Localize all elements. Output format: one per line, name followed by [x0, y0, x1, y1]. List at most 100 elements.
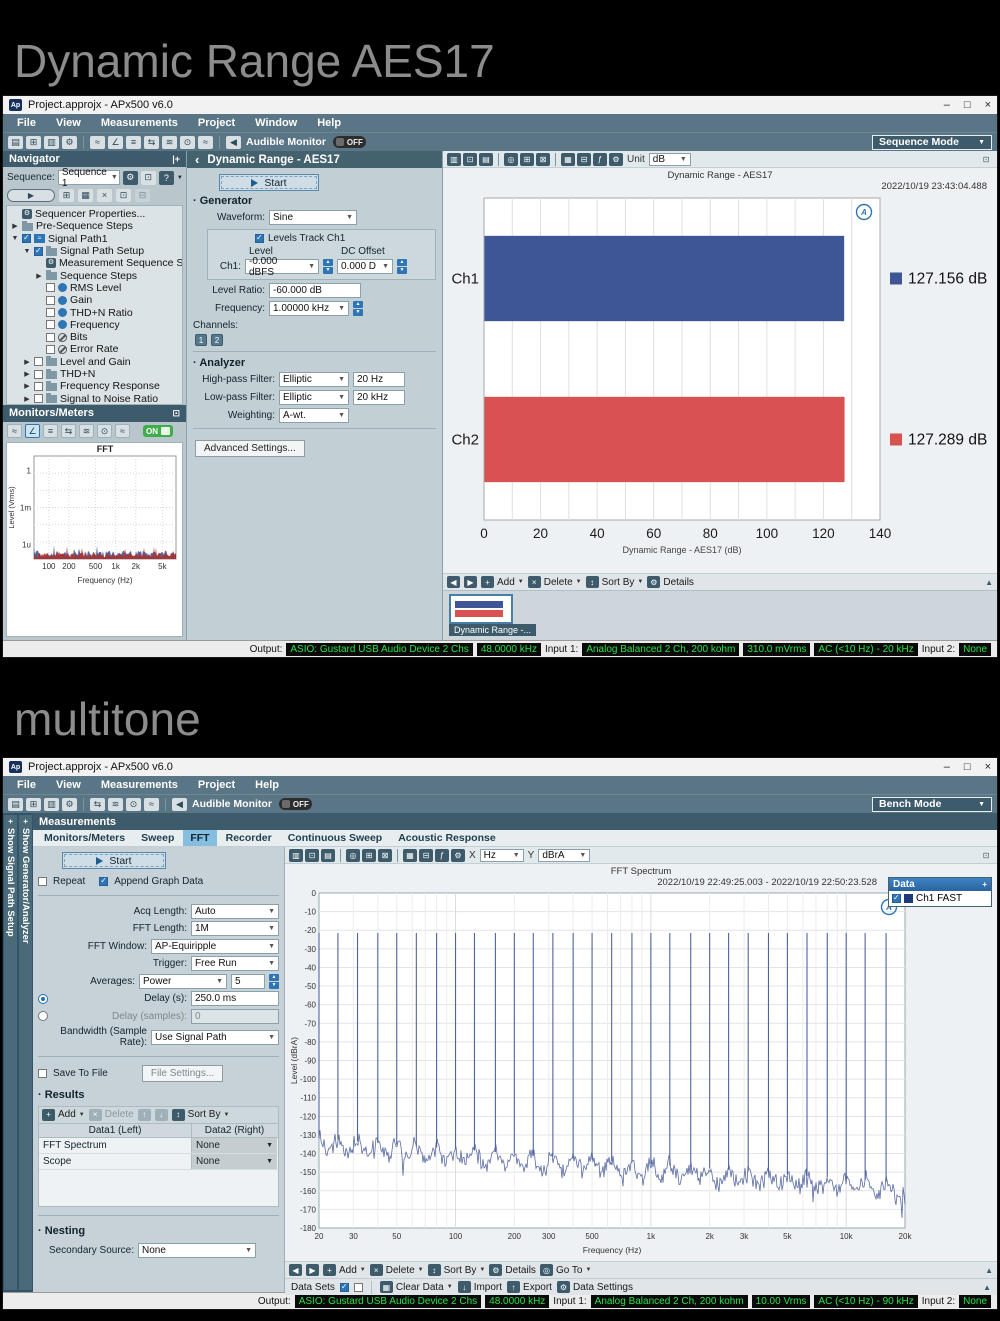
first-record-icon[interactable]: ◀ [447, 576, 460, 588]
waveform-select[interactable]: Sine ▼ [269, 210, 357, 225]
level-meters-icon[interactable]: ∠ [108, 135, 123, 149]
audible-monitor-toggle[interactable]: OFF [332, 136, 366, 148]
tree-item-gain[interactable]: Gain [7, 294, 182, 306]
result-name[interactable]: FFT Spectrum [43, 1139, 107, 1151]
clear-data-button[interactable]: ▦ Clear Data ▼ [379, 1281, 453, 1293]
titlebar[interactable]: Ap Project.approjx - APx500 v6.0 – □ × [3, 96, 997, 114]
multitone-monitor-icon[interactable]: ≋ [79, 424, 94, 438]
tree-checkbox[interactable] [46, 320, 55, 330]
last-record-icon[interactable]: ▶ [464, 576, 477, 588]
tree-item-sequence-steps[interactable]: ▶ Sequence Steps [7, 269, 182, 282]
legend-pin-icon[interactable]: + [982, 880, 987, 889]
dataset2-checkbox[interactable] [353, 1282, 363, 1292]
graph-settings-icon[interactable]: ⚙ [451, 848, 465, 862]
close-button[interactable]: × [984, 761, 991, 773]
result-data2-select[interactable]: None ▼ [191, 1153, 277, 1169]
tree-item-frequency[interactable]: Frequency [7, 319, 182, 331]
sequence-settings-icon[interactable]: ⚙ [122, 170, 138, 185]
field-averages-[interactable]: Power ▼ [139, 973, 227, 989]
w1-menu-help[interactable]: Help [317, 117, 342, 129]
field-delay-s-[interactable]: 250.0 ms [191, 991, 279, 1006]
scope-monitor-icon[interactable]: ≈ [115, 424, 130, 438]
cursors-icon[interactable]: ⊟ [577, 152, 591, 166]
speaker-icon[interactable]: ◀ [226, 135, 241, 149]
tree-checkbox[interactable] [46, 308, 55, 318]
open-project-icon[interactable]: ⊞ [26, 135, 41, 149]
delete-button[interactable]: × Delete ▼ [369, 1264, 424, 1276]
tree-checkbox[interactable] [46, 344, 55, 354]
add-step-icon[interactable]: ⊞ [59, 189, 74, 202]
secondary-source-select[interactable]: None ▼ [138, 1242, 256, 1258]
settings-icon[interactable]: ⚙ [62, 797, 77, 811]
field-fft-window-[interactable]: AP-Equiripple ▼ [151, 938, 279, 954]
grid-icon[interactable]: ▦ [78, 189, 93, 202]
field-acq-length-[interactable]: Auto ▼ [191, 903, 279, 919]
add-button[interactable]: + Add ▼ [42, 1108, 85, 1121]
ch1-dc-spinner[interactable]: ▲ ▼ [397, 259, 407, 274]
tab-fft[interactable]: FFT [183, 830, 217, 846]
list-monitor-icon[interactable]: ≡ [43, 424, 58, 438]
run-sequence-button[interactable]: ▶ [7, 189, 55, 202]
tree-item-level-and-gain[interactable]: ▶ Level and Gain [7, 356, 182, 368]
go-to-button[interactable]: ◎ Go To ▼ [539, 1264, 591, 1276]
tree-expander-icon[interactable]: ▶ [12, 223, 18, 231]
tree-expander-icon[interactable]: ▶ [24, 395, 30, 403]
tree-item-bits[interactable]: Bits [7, 331, 182, 343]
w1-menu-window[interactable]: Window [255, 117, 298, 129]
tree-item-error-rate[interactable]: Error Rate [7, 343, 182, 355]
results-section-header[interactable]: · Results [38, 1088, 85, 1101]
tree-item-measurement-sequence-settings[interactable]: ⚙Measurement Sequence Settings... [7, 257, 182, 269]
levels-track-checkbox[interactable] [255, 233, 264, 243]
tree-expander-icon[interactable]: ▶ [36, 272, 42, 280]
tab-continuous-sweep[interactable]: Continuous Sweep [287, 832, 383, 844]
multitone-icon[interactable]: ≋ [162, 135, 177, 149]
scope-icon[interactable]: ≈ [198, 135, 213, 149]
zoom-icon[interactable]: ◎ [346, 848, 360, 862]
export-button[interactable]: ↑ Export [507, 1281, 552, 1293]
add-button[interactable]: + Add ▼ [481, 576, 524, 588]
new-file-icon[interactable]: ▤ [8, 797, 23, 811]
clock-monitor-icon[interactable]: ⊙ [97, 424, 112, 438]
tree-checkbox[interactable] [34, 394, 43, 404]
copy-graph-icon[interactable]: ⊡ [463, 152, 477, 166]
maximize-button[interactable]: □ [963, 761, 971, 773]
save-to-file-checkbox[interactable] [38, 1068, 47, 1078]
dataset1-checkbox[interactable] [339, 1282, 349, 1292]
w1-menu-view[interactable]: View [55, 117, 81, 129]
audible-monitor-toggle[interactable]: OFF [278, 798, 312, 810]
multitone-icon[interactable]: ≋ [108, 797, 123, 811]
legend-checkbox[interactable] [892, 893, 901, 903]
weighting-select[interactable]: A-wt. ▼ [279, 408, 349, 423]
file-settings-button[interactable]: File Settings... [141, 1064, 224, 1082]
popout-icon[interactable]: ⊡ [172, 407, 180, 418]
titlebar[interactable]: Ap Project.approjx - APx500 v6.0 – □ × [3, 758, 997, 776]
clock-icon[interactable]: ⊙ [180, 135, 195, 149]
repeat-checkbox[interactable] [38, 877, 47, 886]
tree-expander-icon[interactable]: ▶ [24, 358, 30, 366]
tree-item-frequency-response[interactable]: ▶ Frequency Response [7, 380, 182, 392]
popout-graph-icon[interactable]: ⊡ [982, 850, 990, 860]
scroll-up-icon[interactable]: ▲ [985, 577, 993, 587]
import-button[interactable]: ↓ Import [457, 1281, 502, 1293]
popout-graph-icon[interactable]: ⊡ [982, 154, 990, 164]
tree-expander-icon[interactable]: ▶ [24, 383, 30, 391]
first-record-icon[interactable]: ◀ [289, 1264, 302, 1276]
tree-item-sequencer-properties[interactable]: ⚙ Sequencer Properties... [7, 208, 182, 220]
w2-menu-project[interactable]: Project [197, 779, 236, 791]
sweep-icon[interactable]: ⇆ [144, 135, 159, 149]
sort-by-button[interactable]: ↕ Sort By ▼ [171, 1108, 229, 1121]
minimize-button[interactable]: – [943, 99, 950, 111]
sequence-copy-icon[interactable]: ⊡ [140, 170, 156, 185]
lowpass-select[interactable]: Elliptic ▼ [279, 390, 349, 405]
ch1-level-spinner[interactable]: ▲ ▼ [323, 259, 333, 274]
tree-item-pre-sequence-steps[interactable]: ▶ Pre-Sequence Steps [7, 220, 182, 232]
table-icon[interactable]: ▦ [561, 152, 575, 166]
tree-checkbox[interactable] [46, 332, 55, 342]
sort-by-button[interactable]: ↕ Sort By ▼ [427, 1264, 485, 1276]
back-icon[interactable]: ‹ [195, 152, 200, 167]
tree-item-signal-path-setup[interactable]: ▼ Signal Path Setup [7, 245, 182, 257]
frequency-spinner[interactable]: ▲ ▼ [353, 301, 363, 316]
copy-graph-icon[interactable]: ⊡ [305, 848, 319, 862]
sweep-icon[interactable]: ⇆ [90, 797, 105, 811]
w2-menu-view[interactable]: View [55, 779, 81, 791]
